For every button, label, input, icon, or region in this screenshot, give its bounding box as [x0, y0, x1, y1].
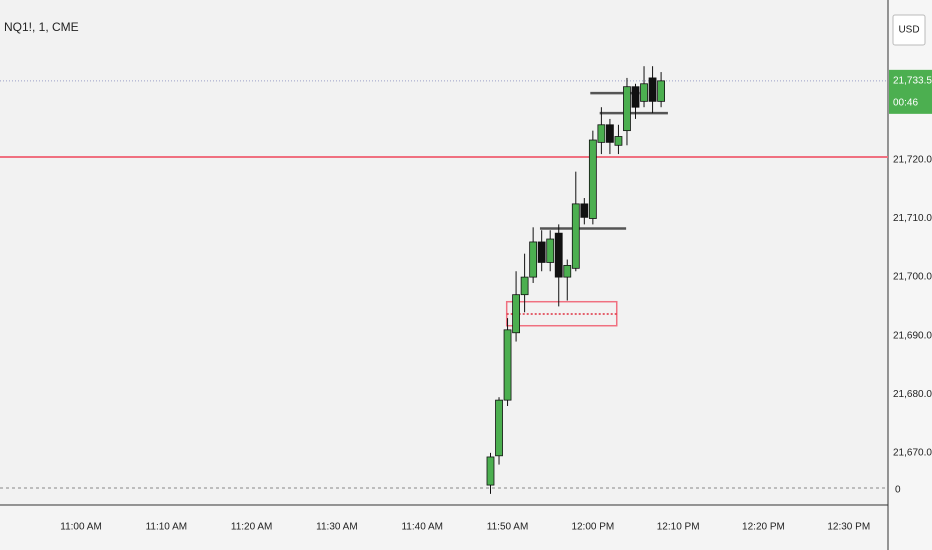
- x-tick-label: 12:00 PM: [571, 522, 614, 533]
- candle-body: [563, 264, 572, 278]
- candle-body: [503, 329, 512, 401]
- y-tick-label: 21,690.00: [893, 330, 932, 341]
- candle-body: [614, 136, 623, 146]
- candle-body: [554, 232, 563, 278]
- candle-body: [631, 86, 640, 108]
- x-tick-label: 11:50 AM: [487, 522, 529, 533]
- candle-body: [495, 399, 503, 457]
- candle-body: [512, 294, 520, 334]
- last-price-box: [889, 69, 932, 114]
- candle-body: [520, 276, 529, 296]
- x-tick-label: 11:30 AM: [316, 522, 358, 533]
- x-tick-label: 12:20 PM: [742, 522, 785, 533]
- x-tick-label: 12:10 PM: [657, 522, 700, 533]
- x-tick-label: 11:00 AM: [60, 522, 102, 533]
- candle-body: [529, 241, 538, 278]
- y-tick-label: 21,670.00: [893, 448, 932, 459]
- plot-area: [0, 0, 888, 505]
- y-tick-label: 21,680.00: [893, 389, 932, 400]
- y-tick-label: 21,710.00: [893, 213, 932, 224]
- x-tick-label: 12:30 PM: [827, 522, 870, 533]
- candle-body: [571, 203, 580, 269]
- y-tick-label: 21,700.00: [893, 272, 932, 283]
- x-tick-label: 11:40 AM: [401, 522, 443, 533]
- lower-pane-label: 0: [895, 485, 901, 496]
- candle-body: [486, 456, 495, 486]
- candle-body: [623, 86, 631, 132]
- y-tick-label: 21,720.00: [893, 155, 932, 166]
- candle-body: [537, 241, 546, 263]
- candle-body: [657, 80, 665, 102]
- candle-body: [597, 124, 606, 143]
- x-tick-label: 11:20 AM: [231, 522, 273, 533]
- candle-body: [580, 203, 589, 218]
- x-tick-label: 11:10 AM: [146, 522, 188, 533]
- countdown: 00:46: [893, 97, 918, 108]
- candle-body: [546, 238, 555, 263]
- candle-body: [640, 83, 648, 102]
- chart-title: NQ1!, 1, CME: [4, 20, 79, 34]
- candle-body: [588, 139, 597, 219]
- currency[interactable]: USD: [898, 25, 919, 36]
- last-price-label: 21,733.50: [893, 75, 932, 86]
- candle-body: [648, 77, 657, 102]
- currency-box[interactable]: [892, 14, 926, 46]
- candle-body: [606, 124, 614, 143]
